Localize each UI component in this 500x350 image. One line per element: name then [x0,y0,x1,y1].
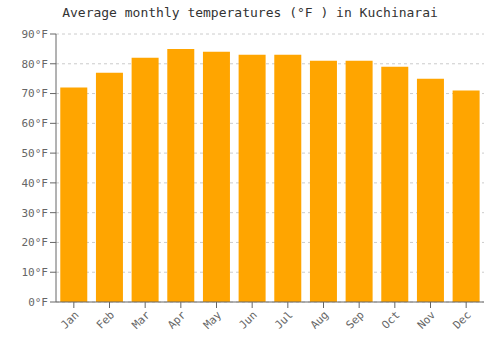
svg-text:Sep: Sep [344,308,367,331]
svg-text:70°F: 70°F [22,87,49,100]
svg-text:Feb: Feb [94,308,117,331]
svg-text:Jan: Jan [58,308,81,331]
svg-text:20°F: 20°F [22,236,49,249]
svg-text:60°F: 60°F [22,117,49,130]
svg-text:Dec: Dec [451,308,474,331]
svg-text:Mar: Mar [130,308,154,332]
svg-text:Jul: Jul [272,308,295,331]
svg-text:40°F: 40°F [22,177,49,190]
svg-text:Nov: Nov [415,308,439,332]
svg-text:Aug: Aug [308,308,331,331]
svg-text:10°F: 10°F [22,266,49,279]
svg-text:Apr: Apr [165,308,189,332]
svg-text:0°F: 0°F [28,296,48,309]
svg-text:Jun: Jun [237,308,260,331]
svg-text:50°F: 50°F [22,147,49,160]
svg-text:May: May [201,308,225,332]
svg-text:80°F: 80°F [22,58,49,71]
svg-text:Oct: Oct [379,308,402,331]
svg-text:30°F: 30°F [22,207,49,220]
svg-text:90°F: 90°F [22,28,49,41]
html-text:Average monthly temperatures (: Average monthly temperatures (°F ) in Ku… [62,5,438,20]
